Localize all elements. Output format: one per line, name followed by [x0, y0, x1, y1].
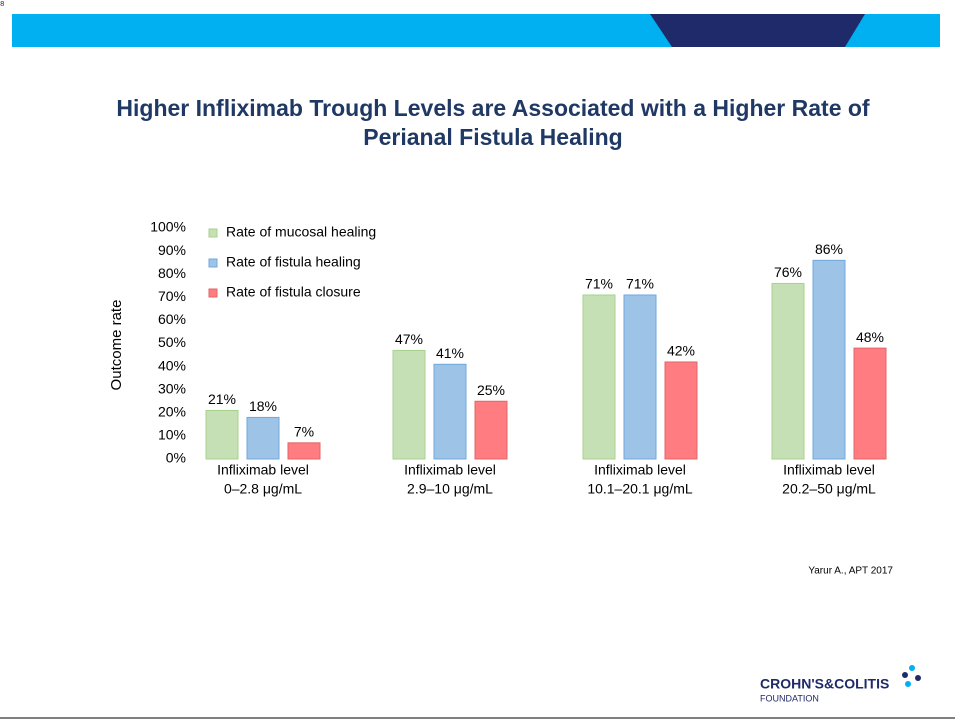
bar: [433, 363, 467, 460]
bar: [623, 294, 657, 460]
y-tick-label: 20%: [158, 404, 186, 420]
legend-swatch: [208, 228, 218, 238]
title-line: Perianal Fistula Healing: [363, 124, 622, 150]
y-tick-label: 100%: [150, 219, 186, 235]
bar: [474, 400, 508, 460]
value-label: 7%: [294, 424, 314, 440]
value-label: 86%: [815, 241, 843, 257]
citation: Yarur A., APT 2017: [808, 566, 893, 577]
y-axis-label: Outcome rate: [108, 300, 125, 391]
value-label: 71%: [585, 276, 613, 292]
y-tick-label: 50%: [158, 334, 186, 350]
y-tick-label: 10%: [158, 427, 186, 443]
bar: [205, 409, 239, 460]
value-label: 41%: [436, 345, 464, 361]
x-tick-label: Infliximab level: [783, 462, 875, 478]
value-label: 42%: [667, 343, 695, 359]
value-label: 71%: [626, 276, 654, 292]
x-tick-label: Infliximab level: [404, 462, 496, 478]
value-label: 47%: [395, 331, 423, 347]
legend-swatch: [208, 288, 218, 298]
bar: [812, 259, 846, 460]
bar: [287, 442, 321, 460]
bar: [246, 416, 280, 460]
x-tick-label: Infliximab level: [594, 462, 686, 478]
y-tick-label: 30%: [158, 380, 186, 396]
logo-icon: [902, 665, 921, 687]
bar: [582, 294, 616, 460]
x-tick-label: 10.1–20.1 μg/mL: [587, 481, 693, 497]
y-tick-label: 40%: [158, 357, 186, 373]
logo-subtitle: FOUNDATION: [760, 693, 819, 703]
x-tick-label: Infliximab level: [217, 462, 309, 478]
value-label: 48%: [856, 329, 884, 345]
legend-swatch: [208, 258, 218, 268]
legend-label: Rate of fistula healing: [226, 254, 361, 270]
y-tick-label: 60%: [158, 311, 186, 327]
y-tick-label: 80%: [158, 265, 186, 281]
value-label: 18%: [249, 398, 277, 414]
value-label: 21%: [208, 391, 236, 407]
legend-label: Rate of fistula closure: [226, 284, 361, 300]
header-accent: [650, 14, 865, 47]
y-tick-label: 90%: [158, 242, 186, 258]
x-tick-label: 0–2.8 μg/mL: [224, 481, 302, 497]
value-label: 76%: [774, 264, 802, 280]
x-tick-label: 2.9–10 μg/mL: [407, 481, 493, 497]
value-label: 25%: [477, 382, 505, 398]
bar: [853, 347, 887, 460]
page-number: 8: [0, 0, 4, 8]
legend-label: Rate of mucosal healing: [226, 224, 376, 240]
bar: [392, 349, 426, 460]
title-line: Higher Infliximab Trough Levels are Asso…: [116, 95, 870, 121]
y-tick-label: 70%: [158, 288, 186, 304]
logo-name: CROHN'S&COLITIS: [760, 676, 889, 692]
bar: [771, 282, 805, 460]
x-tick-label: 20.2–50 μg/mL: [782, 481, 876, 497]
y-tick-label: 0%: [166, 450, 186, 466]
bar: [664, 361, 698, 460]
